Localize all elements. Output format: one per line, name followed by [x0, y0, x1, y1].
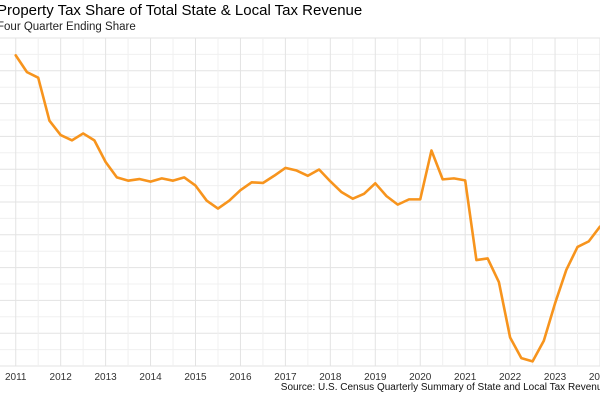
- x-tick-label-2013: 2013: [94, 372, 117, 383]
- x-tick-label-2017: 2017: [274, 372, 297, 383]
- x-tick-label-2018: 2018: [319, 372, 342, 383]
- x-tick-label-2011: 2011: [5, 372, 27, 383]
- x-tick-label-2014: 2014: [139, 372, 162, 383]
- x-tick-label-2012: 2012: [50, 372, 73, 383]
- series-line-0: [14, 54, 600, 363]
- chart-source-caption: Source: U.S. Census Quarterly Summary of…: [280, 382, 600, 393]
- chart-title: Property Tax Share of Total State & Loca…: [0, 2, 363, 19]
- x-axis-tick-labels: 2011 2012 2013 2014 2015 2016 2017 2018 2019 2020…: [5, 372, 600, 383]
- x-tick-label-2022: 2022: [499, 372, 522, 383]
- series-layer: [14, 54, 600, 363]
- x-tick-label-2020: 2020: [409, 372, 432, 383]
- x-tick-label-2015: 2015: [184, 372, 207, 383]
- x-tick-label-2024: 2024: [589, 372, 600, 383]
- x-tick-label-2016: 2016: [229, 372, 252, 383]
- x-tick-label-2021: 2021: [454, 372, 477, 383]
- chart-subtitle: Four Quarter Ending Share: [0, 21, 136, 33]
- x-tick-label-2023: 2023: [544, 372, 567, 383]
- x-tick-label-2019: 2019: [364, 372, 387, 383]
- grid-lines: [0, 37, 600, 367]
